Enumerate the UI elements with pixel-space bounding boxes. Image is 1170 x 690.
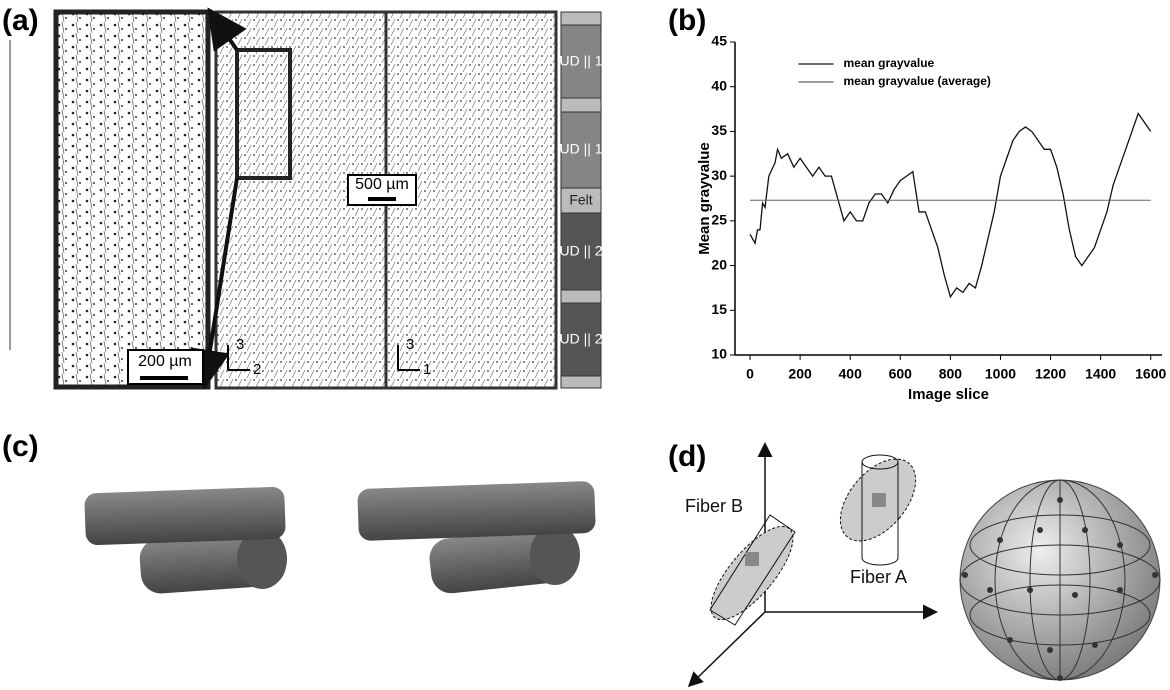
y-tick-label: 45: [711, 33, 727, 49]
x-tick-label: 200: [788, 366, 812, 382]
fiber-pair: [84, 487, 287, 595]
panel-label: (a): [2, 4, 39, 37]
y-tick-label: 20: [711, 256, 727, 272]
layer-label: Felt: [569, 192, 592, 208]
x-tick-label: 800: [939, 366, 963, 382]
layer-label: UD || 2: [559, 243, 602, 259]
fiber-pair: [357, 481, 596, 595]
scale-label: 200 µm: [138, 353, 192, 370]
y-axis-label: Mean grayvalue: [696, 142, 713, 255]
fiber-b: [698, 514, 806, 631]
axis-label: 1: [423, 361, 431, 378]
x-axis-label: Image slice: [908, 386, 989, 403]
chart: 10 15 20 25 30 35 40 45 0 200 400 600 800 1000 1200 140…: [696, 33, 1167, 403]
panel-label: (d): [668, 440, 706, 473]
panel-label: (b): [668, 4, 706, 37]
layer-label: UD || 2: [559, 331, 602, 347]
axis-label: 3: [236, 336, 244, 353]
axis-label: 2: [253, 361, 261, 378]
x-tick-label: 600: [889, 366, 913, 382]
fiber-label: Fiber B: [685, 496, 743, 516]
legend-label: mean grayvalue: [844, 56, 935, 70]
y-tick-label: 30: [711, 167, 727, 183]
y-tick-label: 25: [711, 212, 727, 228]
zoom-image: [56, 12, 208, 387]
x-tick-label: 1200: [1035, 366, 1066, 382]
y-tick-label: 35: [711, 122, 727, 138]
sphere: [960, 480, 1160, 681]
y-tick-label: 40: [711, 77, 727, 93]
layer-label: UD || 1: [559, 53, 602, 69]
x-tick-label: 1000: [985, 366, 1016, 382]
x-tick-label: 1600: [1135, 366, 1166, 382]
y-tick-label: 15: [711, 301, 727, 317]
figure: (a) 200 µm 500 µm 3 2 3 1 UD || 1 UD || …: [0, 0, 1170, 690]
x-tick-label: 400: [839, 366, 863, 382]
x-tick-label: 1400: [1085, 366, 1116, 382]
y-tick-label: 10: [711, 346, 727, 362]
panel-label: (c): [2, 430, 39, 463]
x-tick-label: 0: [746, 366, 754, 382]
axis-label: 3: [406, 336, 414, 353]
scale-label: 500 µm: [355, 176, 409, 193]
fiber-a: [826, 445, 931, 565]
legend-label: mean grayvalue (average): [844, 74, 991, 88]
fiber-label: Fiber A: [850, 567, 907, 587]
layer-label: UD || 1: [559, 141, 602, 157]
series-line: [750, 114, 1151, 297]
